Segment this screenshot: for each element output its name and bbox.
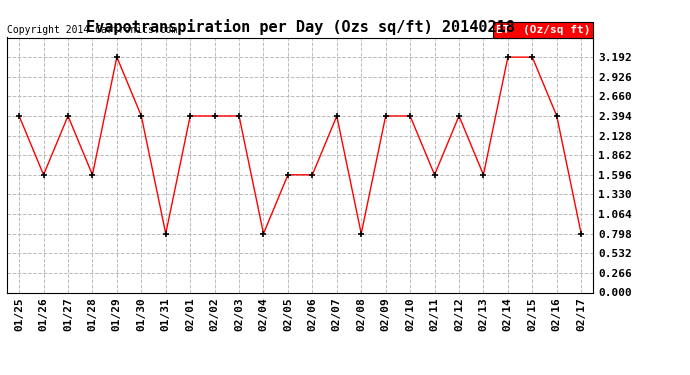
Title: Evapotranspiration per Day (Ozs sq/ft) 20140218: Evapotranspiration per Day (Ozs sq/ft) 2… <box>86 19 515 35</box>
Text: ET  (Oz/sq ft): ET (Oz/sq ft) <box>496 25 591 35</box>
Text: Copyright 2014 Cartronics.com: Copyright 2014 Cartronics.com <box>7 25 177 35</box>
